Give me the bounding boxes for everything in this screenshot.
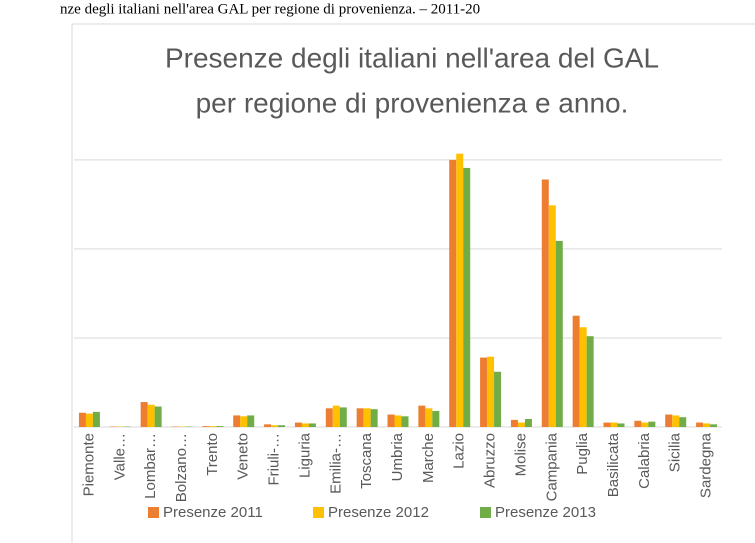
x-tick-label: Puglia [574,432,591,474]
bar [264,424,272,427]
caption: nze degli italiani nell'area GAL per reg… [60,1,480,17]
x-tick-label: Basilicata [605,432,622,497]
bar [308,423,316,427]
x-tick-label: Liguria [296,432,313,478]
bar [679,417,687,427]
bar [603,422,611,427]
bar [370,409,378,427]
x-tick-label: Friuli-… [266,433,283,486]
bar [363,408,371,427]
x-tick-label: Piemonte [80,433,97,496]
bar [456,153,464,428]
bar [449,159,457,427]
x-tick-label: Abruzzo [482,433,499,488]
bar [665,414,673,427]
bar [147,404,155,427]
bar [92,411,100,427]
chart-frame [71,23,755,543]
legend-swatch [148,507,159,518]
x-tick-label: Lombar… [142,433,159,499]
bar [325,408,333,427]
bar [247,415,255,427]
bar [634,420,642,427]
bar [78,412,86,427]
legend-label: Presenze 2013 [495,504,596,521]
bar [387,414,395,427]
bar [672,415,680,427]
bar [240,416,248,427]
bar [572,315,580,427]
x-tick-label: Bolzano… [173,433,190,502]
bar [517,422,525,427]
chart-title: Presenze degli italiani nell'area del GA… [165,42,659,73]
bar [703,423,711,427]
x-tick-label: Lazio [451,433,468,469]
bar [154,406,162,427]
bar [432,410,440,427]
x-tick-label: Sicilia [667,432,684,472]
legend-swatch [313,507,324,518]
bar [85,413,93,427]
bar [487,356,495,427]
bar [394,415,402,427]
chart-title: per regione di provenienza e anno. [196,87,629,118]
bar [332,405,340,427]
bar [209,426,217,427]
bar [555,240,563,427]
bar [233,415,241,427]
x-tick-label: Sardegna [698,432,715,498]
bar [648,421,656,427]
legend-label: Presenze 2012 [328,504,429,521]
bar [641,422,649,427]
legend-swatch [480,507,491,518]
bar [586,336,594,427]
x-tick-label: Molise [512,433,529,476]
x-tick-label: Veneto [235,433,252,480]
x-tick-label: Emilia-… [327,433,344,494]
bar [617,423,625,427]
bar [463,167,471,427]
bar [524,418,532,427]
bar [202,426,210,427]
x-tick-label: Marche [420,433,437,483]
bar [494,371,502,427]
bar [294,422,302,427]
x-tick-label: Valle… [111,433,128,480]
bar [510,419,518,427]
bar [610,422,618,427]
bar [696,422,704,427]
bar [480,357,488,427]
x-tick-label: Trento [204,433,221,476]
x-tick-label: Campania [543,432,560,501]
bar [356,408,364,427]
x-tick-label: Toscana [358,432,375,489]
bar [710,424,718,427]
bar [425,408,433,427]
bar [140,402,148,427]
x-tick-label: Umbria [389,432,406,481]
bar [339,407,347,427]
bar [271,425,279,427]
bar [216,426,224,427]
bar [541,179,549,427]
x-tick-label: Calabria [636,432,653,489]
bar [401,416,409,427]
bar [301,423,309,427]
bar [278,425,286,427]
bar [418,405,426,427]
bar [548,205,556,427]
bar [579,327,587,427]
legend-label: Presenze 2011 [163,504,263,521]
